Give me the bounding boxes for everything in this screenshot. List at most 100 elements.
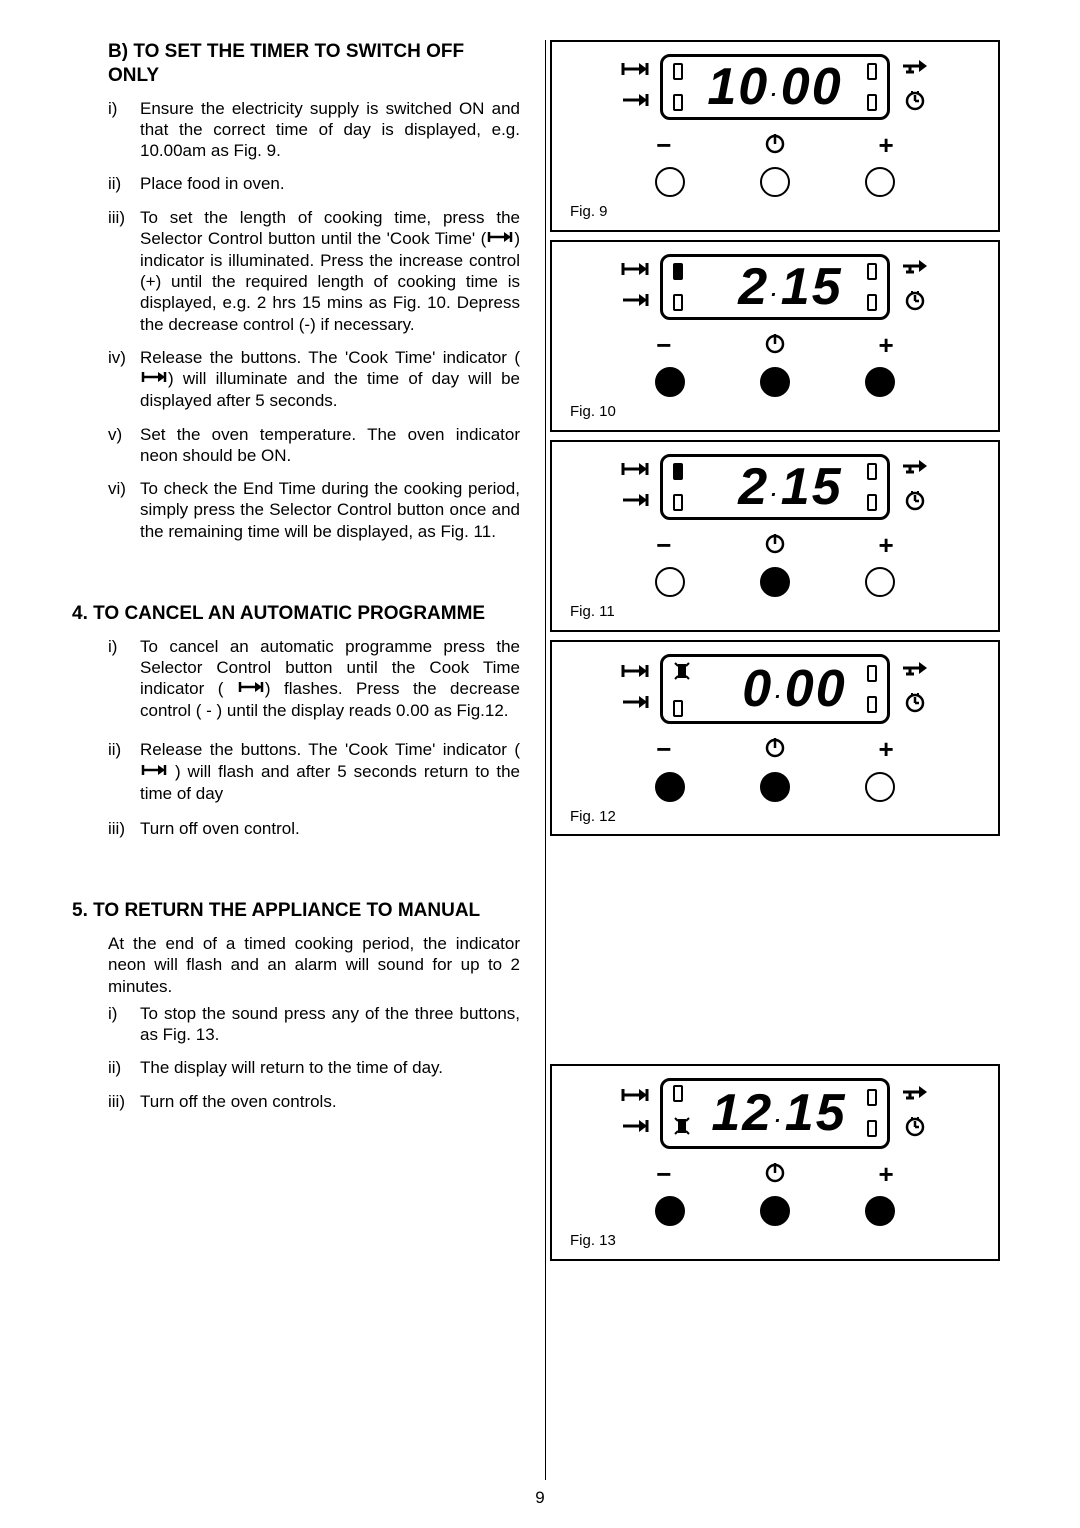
indicator (673, 63, 683, 80)
item-text: Release the buttons. The 'Cook Time' ind… (140, 347, 520, 412)
list-item: iv)Release the buttons. The 'Cook Time' … (108, 347, 520, 412)
minus-symbol: − (656, 332, 671, 359)
button-circle (655, 772, 685, 802)
indicator (867, 294, 877, 311)
roman-numeral: vi) (108, 478, 140, 542)
lcd-display: 02.15 (660, 454, 890, 520)
minus-symbol: − (656, 736, 671, 763)
indicator (673, 294, 683, 311)
indicator (867, 463, 877, 480)
item-text: Place food in oven. (140, 173, 520, 194)
item-text: To check the End Time during the cooking… (140, 478, 520, 542)
indicator-flash (673, 661, 691, 686)
column-divider (545, 40, 546, 1480)
lcd-display: 12.15 (660, 1078, 890, 1148)
figure-label: Fig. 12 (570, 808, 980, 827)
section-5-list: i)To stop the sound press any of the thr… (100, 1003, 520, 1112)
cooktime-icon (620, 461, 650, 482)
power-icon (764, 1161, 786, 1188)
indicator (867, 665, 877, 682)
indicator (867, 263, 877, 280)
item-text: Turn off oven control. (140, 818, 520, 839)
cooktime-icon (140, 761, 168, 782)
list-item: ii) Release the buttons. The 'Cook Time'… (108, 739, 520, 804)
item-text: Turn off the oven controls. (140, 1091, 520, 1112)
roman-numeral: v) (108, 424, 140, 467)
power-icon (764, 736, 786, 763)
list-item: i)To stop the sound press any of the thr… (108, 1003, 520, 1046)
stoptime-icon (900, 258, 930, 279)
cooktime-icon (620, 663, 650, 684)
list-item: iii)Turn off oven control. (108, 818, 520, 839)
button-circle (760, 772, 790, 802)
section-5-intro: At the end of a timed cooking period, th… (100, 933, 520, 997)
item-text: Set the oven temperature. The oven indic… (140, 424, 520, 467)
plus-symbol: + (879, 132, 894, 159)
indicator (867, 696, 877, 713)
item-text: To cancel an automatic programme press t… (140, 636, 520, 722)
button-circle (760, 1196, 790, 1226)
list-item: i)To cancel an automatic programme press… (108, 636, 520, 722)
figure-10: 02.15 − + Fig. 10 (550, 240, 1000, 432)
list-item: vi)To check the End Time during the cook… (108, 478, 520, 542)
figure-label: Fig. 9 (570, 203, 980, 222)
stoptime-icon (900, 1084, 930, 1105)
button-circle (865, 367, 895, 397)
button-circle (760, 167, 790, 197)
figure-label: Fig. 11 (570, 603, 980, 622)
figure-9: 10.00 − + Fig. 9 (550, 40, 1000, 232)
endtime-icon (620, 292, 650, 313)
section-5-heading: 5. TO RETURN THE APPLIANCE TO MANUAL (72, 899, 520, 923)
button-circle (655, 367, 685, 397)
button-circle (865, 167, 895, 197)
indicator (673, 700, 683, 717)
clock-icon (904, 289, 926, 316)
cooktime-icon (620, 61, 650, 82)
list-item: ii)Place food in oven. (108, 173, 520, 194)
endtime-icon (620, 92, 650, 113)
plus-symbol: + (879, 332, 894, 359)
clock-icon (904, 1115, 926, 1142)
item-text: The display will return to the time of d… (140, 1057, 520, 1078)
button-circle (865, 567, 895, 597)
indicator (673, 263, 683, 280)
figure-label: Fig. 10 (570, 403, 980, 422)
stoptime-icon (900, 58, 930, 79)
list-item: ii)The display will return to the time o… (108, 1057, 520, 1078)
stoptime-icon (900, 660, 930, 681)
display-digits: 10.00 (707, 61, 842, 113)
stoptime-icon (900, 458, 930, 479)
clock-icon (904, 489, 926, 516)
plus-symbol: + (879, 1161, 894, 1188)
roman-numeral: i) (108, 636, 140, 722)
item-text: To stop the sound press any of the three… (140, 1003, 520, 1046)
power-icon (764, 532, 786, 559)
indicator (867, 1120, 877, 1137)
item-text: Release the buttons. The 'Cook Time' ind… (140, 739, 520, 804)
power-icon (764, 132, 786, 159)
list-item: iii)Turn off the oven controls. (108, 1091, 520, 1112)
figure-label: Fig. 13 (570, 1232, 980, 1251)
roman-numeral: iii) (108, 818, 140, 839)
list-item: v)Set the oven temperature. The oven ind… (108, 424, 520, 467)
power-icon (764, 332, 786, 359)
indicator (867, 1089, 877, 1106)
button-circle (760, 567, 790, 597)
lcd-display: 00.00 (660, 654, 890, 724)
item-text: To set the length of cooking time, press… (140, 207, 520, 335)
list-item: iii)To set the length of cooking time, p… (108, 207, 520, 335)
minus-symbol: − (656, 1161, 671, 1188)
button-circle (655, 167, 685, 197)
right-column: 10.00 − + Fig. 9 02.15 (550, 40, 1000, 1269)
roman-numeral: ii) (108, 1057, 140, 1078)
endtime-icon (620, 694, 650, 715)
left-column: B) TO SET THE TIMER TO SWITCH OFF ONLY i… (100, 40, 520, 1269)
clock-icon (904, 89, 926, 116)
cooktime-icon (486, 228, 514, 249)
indicator (673, 94, 683, 111)
minus-symbol: − (656, 132, 671, 159)
roman-numeral: ii) (108, 173, 140, 194)
display-digits: 12.15 (711, 1087, 846, 1139)
lcd-display: 02.15 (660, 254, 890, 320)
indicator (673, 463, 683, 480)
